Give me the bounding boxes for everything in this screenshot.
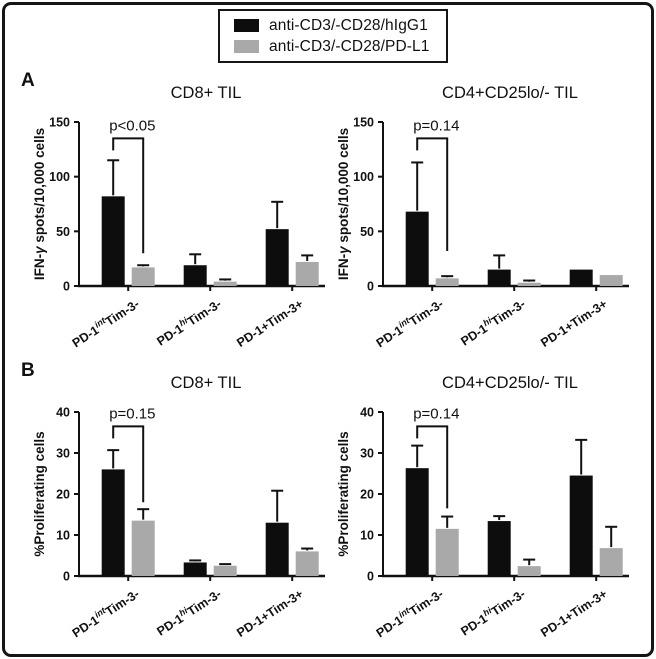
x-category-label: PD-1+Tim-3+ [234,587,306,640]
bar-black-group3 [265,229,289,286]
y-tick-label: 40 [56,406,70,420]
bar-gray-group2 [517,282,541,286]
bar-gray-group1 [131,520,155,576]
p-value-label: p=0.14 [413,117,459,134]
y-tick-label: 0 [367,280,374,294]
y-tick-label: 30 [360,447,374,461]
x-category-label: PD-1intTim-3- [373,585,446,640]
bar-black-group1 [101,196,125,286]
bar-gray-group1 [435,528,459,576]
y-tick-label: 50 [56,225,70,239]
x-category-label: PD-1intTim-3- [69,295,142,350]
legend-item-higg1: anti-CD3/-CD28/hIgG1 [234,17,436,35]
legend-box: anti-CD3/-CD28/hIgG1 anti-CD3/-CD28/PD-L… [218,9,448,63]
significance-bracket [416,425,449,509]
y-axis-label: IFN-γ spots/10,000 cells [32,128,47,280]
x-category-label: PD-1intTim-3- [69,585,142,640]
bar-gray-group3 [295,551,319,576]
chart-title: CD4+CD25lo/- TIL [442,374,578,392]
chart-a-cd8-til: CD8+ TIL 0 50 100 150 IFN-γ spots/10,000 cell… [24,78,336,354]
bar-chart-svg: CD8+ TIL 0 10 20 30 40 %Proliferating cells PD-… [32,374,325,640]
y-tick-label: 0 [63,280,70,294]
chart-title: CD8+ TIL [171,374,242,392]
legend-swatch-black [234,19,259,32]
y-tick-label: 10 [56,529,70,543]
x-category-label: PD-1hiTim-3- [457,585,528,639]
bar-black-group1 [405,468,429,576]
bar-gray-group3 [295,261,319,286]
chart-b-cd4-til: CD4+CD25lo/- TIL 0 10 20 30 40 %Proliferating … [328,368,640,644]
legend-label-pdl1: anti-CD3/-CD28/PD-L1 [269,37,430,55]
y-tick-label: 30 [56,447,70,461]
legend-swatch-gray [234,40,259,53]
y-tick-label: 20 [56,488,70,502]
x-category-label: PD-1hiTim-3- [457,295,528,349]
bar-black-group1 [405,211,429,286]
significance-bracket [112,425,145,503]
bar-gray-group3 [599,548,623,576]
chart-b-cd8-til: CD8+ TIL 0 10 20 30 40 %Proliferating cells PD-… [24,368,336,644]
chart-title: CD8+ TIL [171,84,242,102]
bar-gray-group1 [435,278,459,286]
y-axis-label: %Proliferating cells [336,431,351,556]
y-tick-label: 50 [360,225,374,239]
x-category-label: PD-1+Tim-3+ [538,297,610,350]
p-value-label: p<0.05 [109,117,155,134]
bar-gray-group1 [131,267,155,286]
bar-gray-group2 [213,281,237,286]
y-tick-label: 150 [353,116,374,130]
chart-a-cd4-til: CD4+CD25lo/- TIL 0 50 100 150 IFN-γ spots/10,… [328,78,640,354]
y-tick-label: 150 [49,116,70,130]
bar-black-group2 [487,269,511,286]
bar-black-group2 [487,521,511,576]
y-tick-label: 10 [360,529,374,543]
x-category-label: PD-1intTim-3- [373,295,446,350]
bar-gray-group3 [599,275,623,286]
y-axis-label: %Proliferating cells [32,431,47,556]
bar-black-group1 [101,469,125,576]
bar-chart-svg: CD4+CD25lo/- TIL 0 10 20 30 40 %Proliferating … [336,374,629,640]
bar-black-group2 [183,562,207,576]
y-tick-label: 0 [63,570,70,584]
legend-label-higg1: anti-CD3/-CD28/hIgG1 [269,16,428,34]
x-category-label: PD-1+Tim-3+ [538,587,610,640]
x-category-label: PD-1hiTim-3- [153,295,224,349]
panel-label-b: B [21,360,35,381]
y-tick-label: 100 [353,170,374,184]
y-tick-label: 20 [360,488,374,502]
bar-gray-group2 [213,565,237,576]
x-category-label: PD-1+Tim-3+ [234,297,306,350]
significance-bracket [416,137,449,252]
p-value-label: p=0.15 [109,405,155,422]
chart-title: CD4+CD25lo/- TIL [442,84,578,102]
bar-black-group3 [265,522,289,576]
x-category-label: PD-1hiTim-3- [153,585,224,639]
y-tick-label: 100 [49,170,70,184]
bar-black-group3 [569,475,593,576]
panel-label-a: A [21,70,35,91]
p-value-label: p=0.14 [413,405,459,422]
bar-black-group2 [183,265,207,286]
legend-item-pdl1: anti-CD3/-CD28/PD-L1 [234,38,436,56]
significance-bracket [112,137,145,254]
y-axis-label: IFN-γ spots/10,000 cells [336,128,351,280]
y-tick-label: 40 [360,406,374,420]
y-tick-label: 0 [367,570,374,584]
bar-black-group3 [569,269,593,286]
bar-gray-group2 [517,566,541,576]
